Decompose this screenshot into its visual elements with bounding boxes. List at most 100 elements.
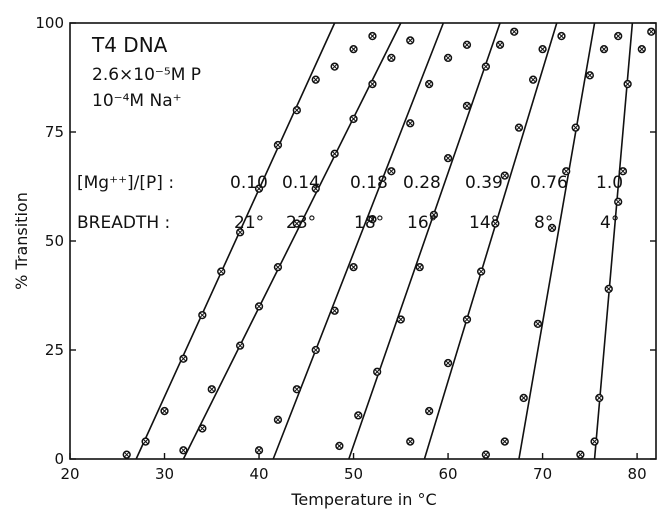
series-ratio-label: 0.10 (230, 173, 268, 193)
data-point (425, 406, 434, 416)
data-point (292, 106, 301, 115)
data-point (571, 123, 580, 132)
data-point (425, 79, 434, 89)
series-breadth-label: 21° (234, 213, 264, 233)
fit-line (593, 22, 634, 460)
data-point (614, 31, 623, 41)
data-point (519, 393, 528, 403)
data-point (160, 406, 169, 416)
data-point (495, 40, 505, 49)
x-tick-label: 30 (155, 465, 174, 483)
series-breadth-label: 18° (354, 213, 384, 233)
data-point (141, 437, 150, 446)
data-point (311, 345, 320, 355)
data-point (429, 210, 439, 219)
data-point (273, 415, 283, 424)
data-point (387, 167, 396, 176)
data-point (254, 302, 264, 311)
data-point (528, 75, 538, 84)
data-point (500, 171, 509, 180)
data-point (349, 263, 358, 272)
data-point (207, 385, 216, 394)
data-point (330, 149, 339, 158)
breadth-row-label: BREADTH : (77, 213, 170, 233)
data-point (198, 424, 207, 433)
fit-line (182, 22, 402, 460)
data-point (349, 45, 358, 54)
data-point (406, 36, 415, 45)
data-point (462, 40, 472, 49)
data-point (604, 284, 613, 294)
data-point (562, 167, 571, 176)
fit-line (423, 22, 558, 460)
data-point (481, 450, 491, 459)
data-point (273, 263, 283, 272)
series-annotations: 0.10 21° 0.14 23° 0.18 18° 0.28 16° 0.39 14° 0.76 8… (230, 173, 623, 233)
series-breadth-label: 4° (600, 213, 619, 233)
data-point (443, 358, 453, 368)
series-ratio-label: 0.39 (465, 173, 503, 193)
x-tick-label: 70 (533, 465, 552, 483)
data-point (396, 315, 405, 324)
data-point (330, 62, 339, 71)
data-point (311, 75, 320, 84)
fit-line (272, 22, 445, 460)
data-point (476, 267, 486, 276)
data-point (406, 437, 415, 446)
data-point (491, 219, 500, 228)
fit-line (518, 22, 596, 460)
data-point (330, 306, 339, 315)
data-point (217, 267, 226, 276)
data-point (462, 101, 472, 110)
data-point (462, 315, 472, 324)
data-point (292, 385, 301, 394)
data-point (254, 446, 264, 455)
y-tick-label: 0 (54, 450, 64, 468)
x-tick-label: 60 (439, 465, 458, 483)
x-tick-label: 80 (628, 465, 647, 483)
data-point (443, 53, 453, 63)
chart-subtitle-line-2: 10⁻⁴M Na⁺ (92, 91, 182, 111)
y-axis-label: % Transition (12, 192, 31, 290)
y-tick-label: 50 (45, 232, 64, 250)
chart-title: T4 DNA (91, 33, 168, 57)
data-point (349, 114, 358, 124)
plot-frame (69, 22, 657, 460)
data-points (122, 27, 656, 459)
data-point (585, 71, 594, 80)
data-point (557, 31, 566, 41)
data-point (481, 62, 491, 71)
series-breadth-label: 23° (286, 213, 316, 233)
series-breadth-label: 16° (407, 213, 437, 233)
data-point (273, 140, 283, 150)
data-point (292, 219, 301, 228)
data-point (235, 341, 245, 350)
data-point (179, 354, 188, 363)
series-ratio-label: 0.28 (403, 173, 441, 193)
series-ratio-label: 0.14 (282, 173, 320, 193)
ratio-row-label: [Mg⁺⁺]/[P] : (77, 173, 174, 193)
y-tick-label: 25 (45, 341, 64, 359)
data-point (618, 167, 628, 176)
data-point (514, 123, 524, 132)
data-point (368, 31, 377, 41)
data-point (415, 263, 424, 272)
chart-subtitle-line-1: 2.6×10⁻⁵M P (92, 65, 201, 85)
data-point (387, 53, 396, 63)
data-point (647, 27, 656, 36)
data-point (599, 45, 609, 54)
data-point (547, 223, 557, 233)
data-point (235, 228, 245, 237)
data-point (590, 437, 599, 446)
data-point (614, 197, 623, 206)
data-point (500, 437, 509, 446)
data-point (198, 310, 207, 320)
data-point (368, 79, 377, 89)
data-point (179, 446, 188, 455)
series-ratio-label: 0.18 (350, 173, 388, 193)
data-point (373, 367, 382, 376)
data-point (311, 184, 320, 193)
data-point (254, 184, 264, 193)
data-point (335, 441, 344, 451)
